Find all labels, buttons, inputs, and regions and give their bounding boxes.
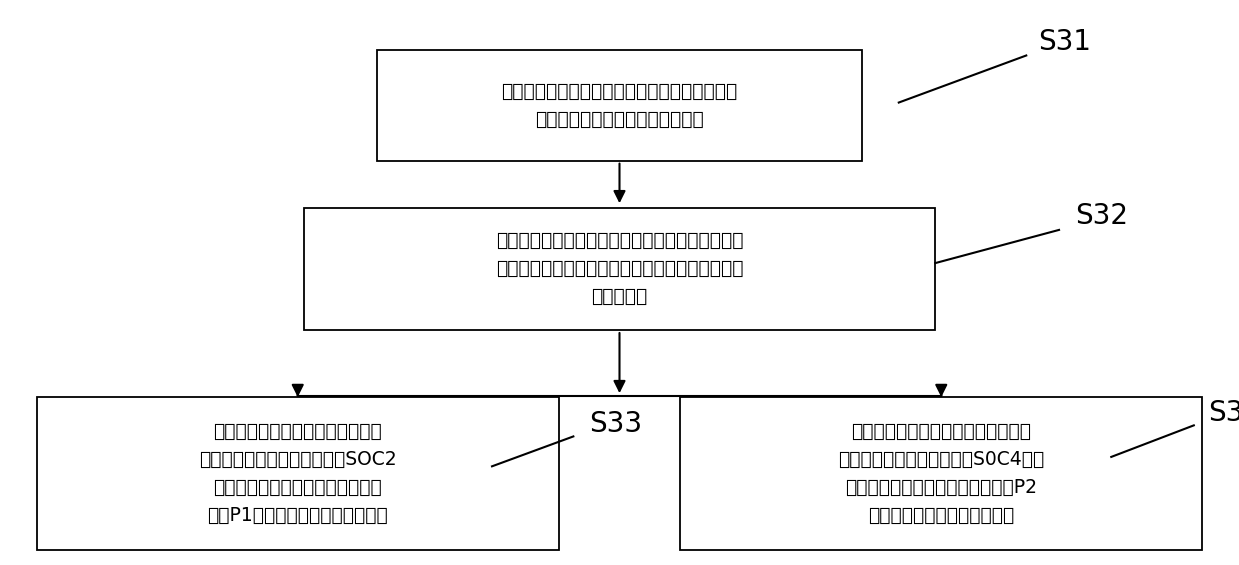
FancyBboxPatch shape (37, 397, 559, 550)
Text: S34: S34 (1208, 399, 1239, 427)
FancyBboxPatch shape (377, 50, 862, 160)
Text: 所述动力电池管理系统在完成低压上电后，将动力
电池当前的荷电量和电池可用放电功率发送给所述
整车控制器: 所述动力电池管理系统在完成低压上电后，将动力 电池当前的荷电量和电池可用放电功率… (496, 231, 743, 306)
Text: 若所述整车控制器确定动力电池当
前的荷电量高于第二设定阈值SOC2
且电池可用放电功率高于第一设定
功率P1，则确定车辆满足充电条件: 若所述整车控制器确定动力电池当 前的荷电量高于第二设定阈值SOC2 且电池可用放… (199, 422, 396, 525)
FancyBboxPatch shape (680, 397, 1202, 550)
Text: 若所述整车控制器确定动力电池当前
的荷电量低于第四设定阈值S0C4或电
池可用放电功率低于第二设定功率P2
，则确定车辆不满足充电条件: 若所述整车控制器确定动力电池当前 的荷电量低于第四设定阈值S0C4或电 池可用放… (838, 422, 1044, 525)
Text: S32: S32 (1074, 202, 1127, 230)
Text: S33: S33 (589, 410, 642, 438)
Text: S31: S31 (1038, 28, 1092, 55)
Text: 整车控制器向动力电池管理系统发出低压上电信
号，以唤醒所述动力电池管理系统: 整车控制器向动力电池管理系统发出低压上电信 号，以唤醒所述动力电池管理系统 (502, 82, 737, 129)
FancyBboxPatch shape (304, 208, 935, 329)
